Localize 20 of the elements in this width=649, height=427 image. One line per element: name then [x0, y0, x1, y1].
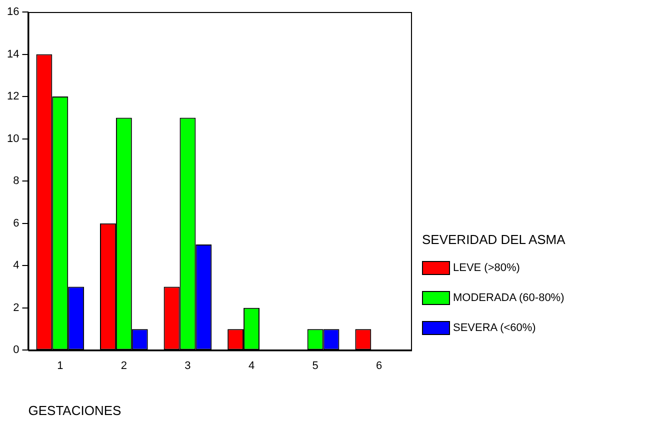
- x-tick-label: 4: [248, 360, 255, 372]
- y-tick-label: 4: [13, 260, 20, 272]
- x-tick-label: 2: [120, 360, 127, 372]
- x-tick-label: 3: [184, 360, 191, 372]
- y-tick-label: 12: [6, 90, 20, 103]
- legend-label: MODERADA (60-80%): [453, 292, 564, 304]
- legend-label: SEVERA (<60%): [453, 322, 536, 334]
- legend-label: LEVE (>80%): [453, 262, 520, 274]
- y-tick-label: 2: [13, 302, 20, 314]
- y-tick-label: 16: [6, 6, 20, 18]
- x-tick-label: 1: [57, 360, 64, 372]
- x-tick-label: 5: [312, 360, 318, 372]
- y-tick-label: 14: [6, 48, 20, 60]
- y-tick-label: 8: [13, 175, 20, 188]
- legend-title: SEVERIDAD DEL ASMA: [422, 232, 566, 247]
- x-tick-label: 6: [376, 360, 382, 372]
- y-tick-label: 10: [6, 132, 20, 145]
- y-tick-label: 6: [13, 217, 20, 230]
- y-tick-label: 0: [13, 344, 20, 356]
- x-axis-title: GESTACIONES: [28, 402, 122, 418]
